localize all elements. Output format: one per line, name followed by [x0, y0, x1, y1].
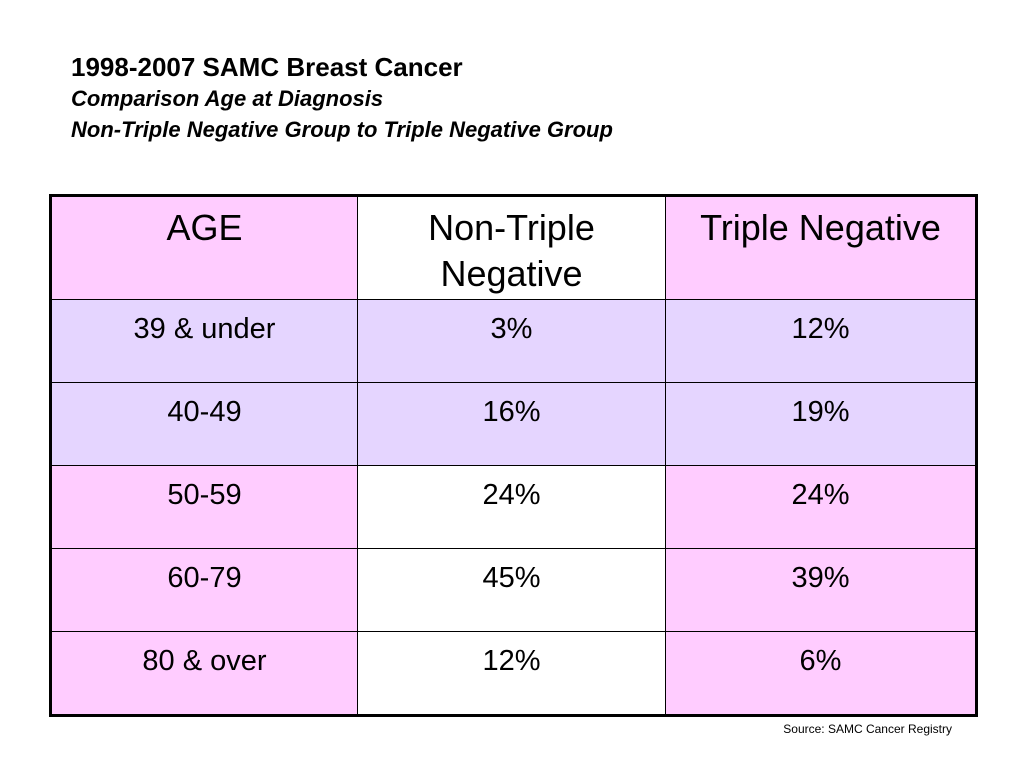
- cell-age: 40-49: [50, 382, 358, 466]
- table-row: 50-59 24% 24%: [50, 465, 977, 549]
- cell-triple-negative: 12%: [665, 299, 977, 383]
- cell-age: 39 & under: [50, 299, 358, 383]
- cell-non-triple-negative: 24%: [357, 465, 666, 549]
- title-block: 1998-2007 SAMC Breast Cancer Comparison …: [71, 52, 613, 145]
- cell-triple-negative: 6%: [665, 631, 977, 716]
- cell-triple-negative: 19%: [665, 382, 977, 466]
- data-table: AGE Non-Triple Negative Triple Negative …: [49, 194, 978, 717]
- cell-non-triple-negative: 3%: [357, 299, 666, 383]
- cell-age: 60-79: [50, 548, 358, 632]
- table-header-row: AGE Non-Triple Negative Triple Negative: [50, 195, 977, 300]
- table-row: 60-79 45% 39%: [50, 548, 977, 632]
- subtitle-comparison: Comparison Age at Diagnosis: [71, 86, 384, 111]
- cell-non-triple-negative: 12%: [357, 631, 666, 716]
- table-row: 80 & over 12% 6%: [50, 631, 977, 716]
- source-note: Source: SAMC Cancer Registry: [783, 722, 952, 736]
- cell-triple-negative: 24%: [665, 465, 977, 549]
- header-cell-non-triple-negative: Non-Triple Negative: [357, 195, 666, 300]
- header-cell-age: AGE: [50, 195, 358, 300]
- subtitle-groups: Non-Triple Negative Group to Triple Nega…: [71, 117, 613, 142]
- table-row: 40-49 16% 19%: [50, 382, 977, 466]
- cell-non-triple-negative: 45%: [357, 548, 666, 632]
- table-row: 39 & under 3% 12%: [50, 299, 977, 383]
- cell-non-triple-negative: 16%: [357, 382, 666, 466]
- page-title: 1998-2007 SAMC Breast Cancer: [71, 52, 463, 82]
- header-cell-triple-negative: Triple Negative: [665, 195, 977, 300]
- cell-triple-negative: 39%: [665, 548, 977, 632]
- cell-age: 50-59: [50, 465, 358, 549]
- cell-age: 80 & over: [50, 631, 358, 716]
